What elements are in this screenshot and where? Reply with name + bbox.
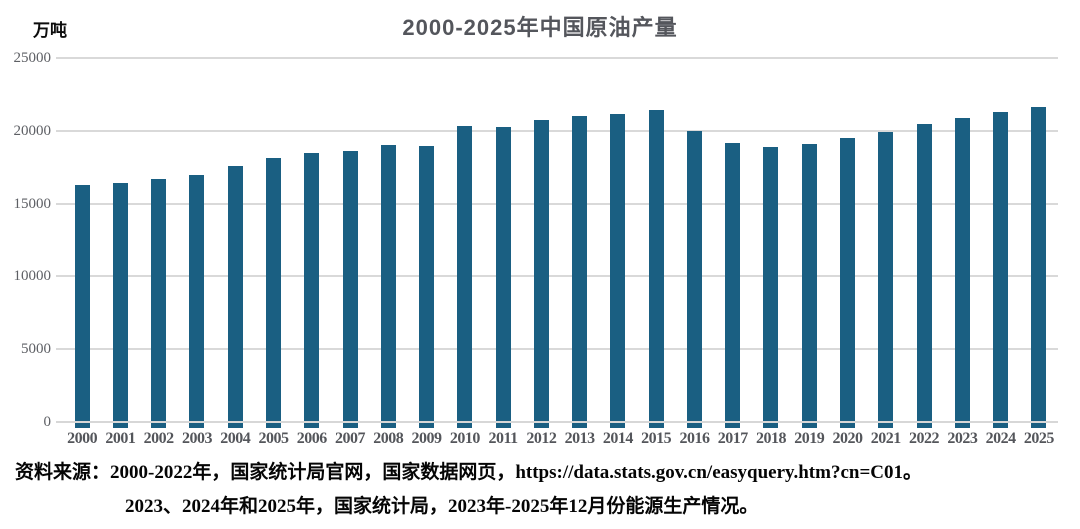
gridline-20000 — [56, 129, 1058, 132]
x-tick-label-2009: 2009 — [411, 430, 443, 447]
x-tick-label-2011: 2011 — [488, 430, 519, 447]
x-tick-label-2020: 2020 — [832, 430, 864, 447]
bar-2016 — [686, 131, 702, 428]
x-tick-label-2002: 2002 — [143, 430, 175, 447]
y-tick-label-0: 0 — [43, 414, 52, 430]
plot-area: 0 5000 10000 15000 20000 25000 2000 2001 2002 20… — [14, 50, 1058, 447]
x-tick-label-2021: 2021 — [870, 430, 902, 447]
x-tick-label-2022: 2022 — [909, 430, 940, 447]
x-tick-label-2012: 2012 — [526, 430, 557, 447]
bar-2001 — [112, 183, 128, 428]
bar-2009 — [419, 146, 435, 428]
bar-2018 — [763, 146, 779, 428]
x-tick-label-2013: 2013 — [564, 430, 596, 447]
source-note-line1: 资料来源：2000-2022年，国家统计局官网，国家数据网页，https://d… — [15, 462, 923, 483]
bar-2006 — [304, 152, 320, 428]
gridline-25000 — [56, 57, 1058, 59]
x-tick-label-2007: 2007 — [335, 430, 366, 447]
x-tick-label-2017: 2017 — [717, 430, 749, 447]
x-tick-label-2016: 2016 — [679, 430, 710, 447]
x-tick-label-2003: 2003 — [181, 430, 213, 447]
x-axis-line — [56, 421, 1058, 423]
y-axis-unit-label: 万吨 — [33, 21, 67, 40]
x-tick-label-2008: 2008 — [373, 430, 404, 447]
bar-2022 — [916, 124, 932, 428]
bar-2002 — [151, 178, 167, 428]
bar-2007 — [342, 150, 358, 428]
y-tick-label-10000: 10000 — [13, 268, 52, 285]
source-note: 资料来源：2000-2022年，国家统计局官网，国家数据网页，https://d… — [15, 456, 1075, 524]
bar-2000 — [74, 184, 90, 428]
x-tick-label-2000: 2000 — [67, 430, 98, 447]
bar-2019 — [801, 143, 817, 428]
bar-2004 — [227, 165, 243, 428]
y-tick-label-5000: 5000 — [21, 341, 51, 358]
x-tick-label-2004: 2004 — [220, 430, 251, 447]
x-tick-label-2014: 2014 — [602, 430, 634, 447]
bar-2017 — [725, 143, 741, 428]
x-tick-label-2025: 2025 — [1023, 430, 1055, 447]
bar-2010 — [457, 126, 473, 428]
x-tick-label-2005: 2005 — [258, 430, 289, 447]
bar-2024 — [993, 112, 1009, 428]
x-tick-label-2018: 2018 — [755, 430, 787, 447]
bar-2013 — [572, 116, 588, 428]
y-tick-label-20000: 20000 — [13, 122, 52, 139]
x-tick-label-2001: 2001 — [105, 430, 136, 447]
bar-2021 — [878, 132, 894, 428]
gridline-5000 — [56, 348, 1058, 351]
bar-2012 — [533, 119, 549, 428]
bar-2008 — [380, 144, 396, 428]
bar-2020 — [840, 138, 856, 428]
x-tick-label-2015: 2015 — [641, 430, 672, 447]
x-tick-label-2010: 2010 — [449, 430, 481, 447]
source-note-line2: 2023、2024年和2025年，国家统计局，2023年-2025年12月份能源… — [125, 496, 759, 517]
x-tick-label-2024: 2024 — [985, 430, 1017, 447]
x-tick-label-2006: 2006 — [296, 430, 328, 447]
bar-2014 — [610, 114, 626, 428]
x-tick-label-2019: 2019 — [794, 430, 825, 447]
x-tick-label-2023: 2023 — [947, 430, 978, 447]
bar-2011 — [495, 126, 511, 428]
chart-title: 2000-2025年中国原油产量 — [402, 15, 678, 40]
bar-2023 — [954, 117, 970, 428]
bar-2003 — [189, 175, 205, 428]
gridline-10000 — [56, 275, 1058, 278]
y-tick-label-15000: 15000 — [13, 195, 52, 212]
bar-2005 — [265, 157, 281, 428]
gridline-15000 — [56, 202, 1058, 205]
y-tick-label-25000: 25000 — [13, 50, 52, 66]
bar-2025 — [1031, 107, 1047, 428]
bar-2015 — [648, 109, 664, 428]
